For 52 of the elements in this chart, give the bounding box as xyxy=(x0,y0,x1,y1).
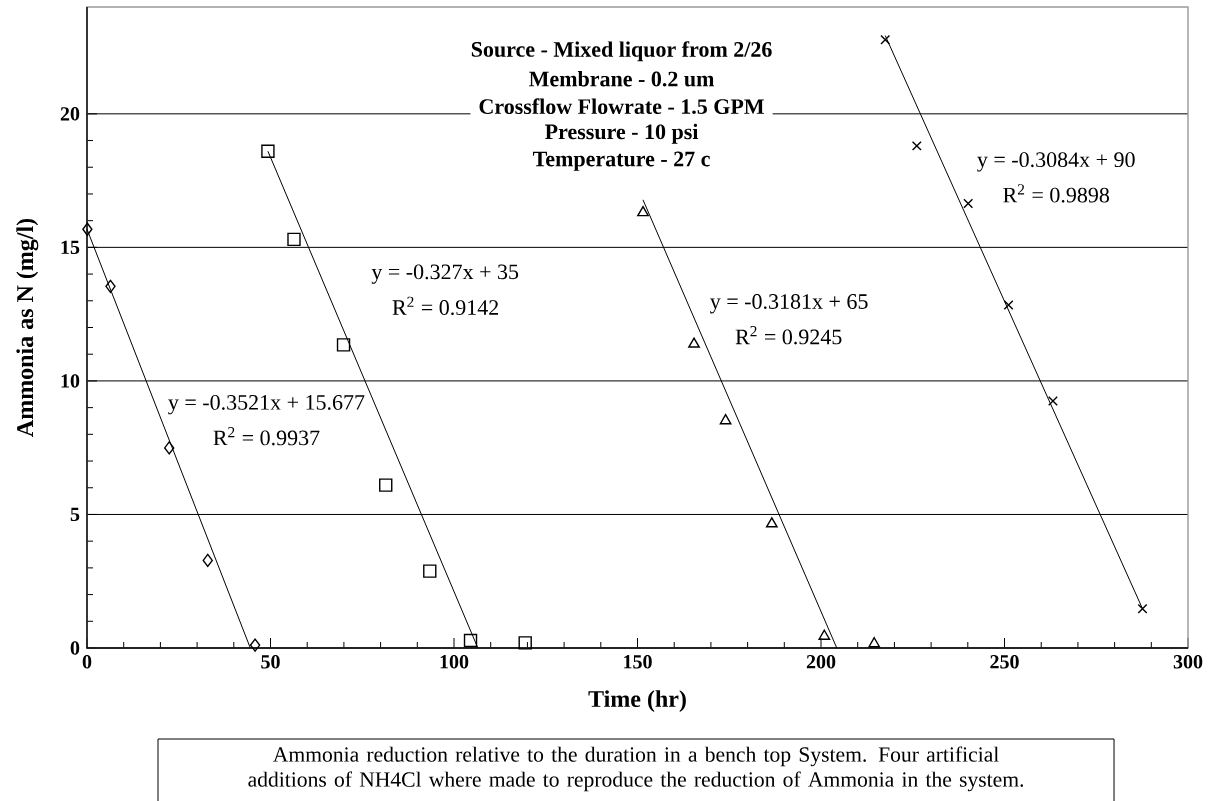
annotation: R$^{2}$ = 0.9142 xyxy=(392,296,499,316)
point xyxy=(637,205,649,217)
point xyxy=(880,34,891,45)
annotation: y = -0.3084x + 90 xyxy=(977,152,1135,172)
point xyxy=(719,414,732,425)
point xyxy=(688,337,700,348)
annotation: R$^{2}$ = 0.9245 xyxy=(735,326,842,345)
point xyxy=(818,629,831,640)
point xyxy=(164,441,175,455)
point xyxy=(202,553,213,568)
point xyxy=(261,144,275,158)
annotation: Pressure - 10 psi xyxy=(545,123,699,144)
point xyxy=(765,517,778,528)
x-axis-title: Time (hr) xyxy=(588,690,686,712)
point xyxy=(82,222,93,236)
point xyxy=(463,633,478,648)
point xyxy=(1137,603,1148,614)
annotation: R$^{2}$ = 0.9898 xyxy=(1003,184,1110,203)
annotation: Temperature - 27 c xyxy=(532,151,710,171)
point xyxy=(105,279,116,294)
x-tick-label: 50 xyxy=(261,655,280,669)
point xyxy=(1003,300,1014,310)
annotation: y = -0.327x + 35 xyxy=(371,264,519,284)
point xyxy=(911,140,922,151)
point xyxy=(336,338,351,352)
annotation: Crossflow Flowrate - 1.5 GPM xyxy=(479,98,764,115)
x-tick-label: 200 xyxy=(806,655,836,669)
text: Ammonia reduction relative to the duration in a bench top System. Four artificial additions of NH4Cl where made to reproduce the reduction of Ammonia in the system. xyxy=(248,746,1024,792)
point xyxy=(249,638,261,652)
y-axis-title: Ammonia as N (mg/l) xyxy=(16,218,39,437)
x-tick-label: 100 xyxy=(440,655,469,669)
annotation: y = -0.3181x + 65 xyxy=(710,294,868,314)
annotation: R$^{2}$ = 0.9937 xyxy=(213,427,320,446)
y-tick-label: 5 xyxy=(70,507,80,522)
x-tick-label: 300 xyxy=(1173,655,1203,669)
point xyxy=(868,637,881,648)
x-tick-label: 150 xyxy=(624,655,652,669)
x-tick-label: 0 xyxy=(82,655,92,669)
annotation: Membrane - 0.2 um xyxy=(529,70,715,87)
y-tick-label: 15 xyxy=(61,240,80,255)
point xyxy=(963,198,974,209)
y-tick-label: 0 xyxy=(70,641,80,655)
annotation: Source - Mixed liquor from 2/26 xyxy=(471,41,772,62)
point xyxy=(1048,396,1058,406)
y-tick-label: 20 xyxy=(60,107,80,121)
point xyxy=(287,232,301,247)
x-tick-label: 250 xyxy=(990,655,1019,669)
y-tick-label: 10 xyxy=(61,374,80,388)
point xyxy=(518,636,532,650)
point xyxy=(423,564,437,578)
point xyxy=(379,478,393,492)
annotation: y = -0.3521x + 15.677 xyxy=(168,394,365,415)
